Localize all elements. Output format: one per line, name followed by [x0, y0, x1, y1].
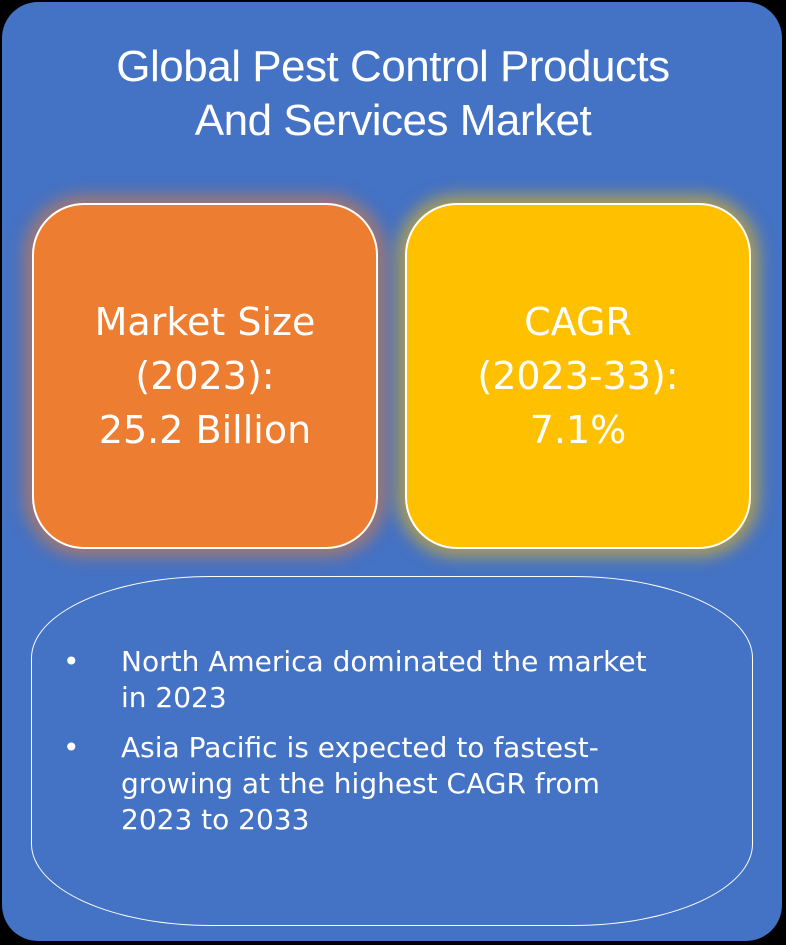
cagr-period: (2023-33): [477, 354, 679, 398]
cagr-value: 7.1% [529, 408, 627, 452]
title-line-2: And Services Market [194, 96, 592, 145]
cagr-label: CAGR [524, 300, 632, 344]
list-item: • North America dominated the market in … [60, 644, 680, 716]
title-line-1: Global Pest Control Products [116, 42, 670, 91]
market-size-value: 25.2 Billion [98, 408, 312, 452]
market-size-year: (2023): [135, 354, 275, 398]
bullet-icon: • [63, 645, 80, 678]
highlights-list: • North America dominated the market in … [60, 644, 680, 852]
list-item: • Asia Pacific is expected to fastest-gr… [60, 730, 680, 838]
market-size-card: Market Size (2023): 25.2 Billion [32, 203, 378, 549]
highlight-text: Asia Pacific is expected to fastest-grow… [121, 731, 600, 836]
market-size-label: Market Size [94, 300, 316, 344]
bullet-icon: • [63, 731, 80, 764]
page-title: Global Pest Control Products And Service… [0, 40, 786, 148]
highlight-text: North America dominated the market in 20… [121, 645, 647, 714]
highlights-box [31, 576, 753, 926]
cagr-card: CAGR (2023-33): 7.1% [405, 203, 751, 549]
